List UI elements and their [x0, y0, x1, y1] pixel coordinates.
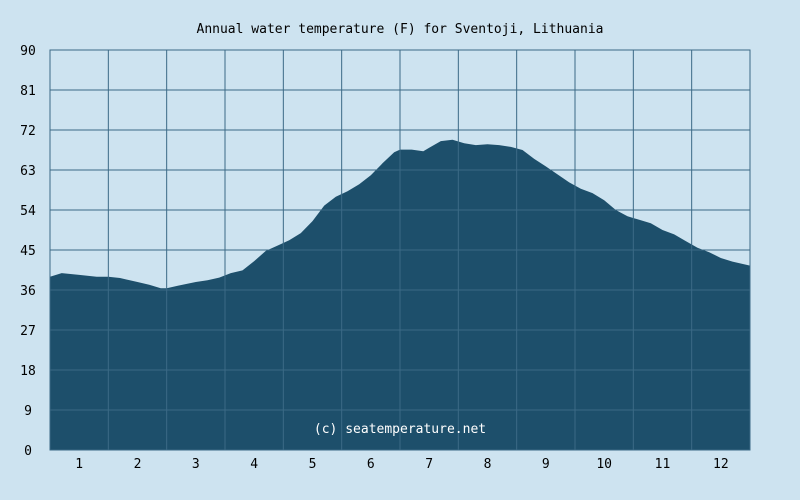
y-tick-label: 81	[20, 84, 36, 99]
x-tick-label: 4	[250, 457, 258, 472]
x-tick-label: 2	[134, 457, 142, 472]
x-tick-label: 9	[542, 457, 550, 472]
y-tick-label: 36	[20, 284, 36, 299]
x-tick-label: 11	[655, 457, 671, 472]
x-tick-label: 8	[484, 457, 492, 472]
x-tick-label: 7	[425, 457, 433, 472]
x-tick-label: 6	[367, 457, 375, 472]
y-tick-label: 63	[20, 164, 36, 179]
x-tick-label: 5	[309, 457, 317, 472]
x-tick-label: 3	[192, 457, 200, 472]
plot-border	[49, 49, 751, 451]
x-tick-label: 10	[596, 457, 612, 472]
y-tick-label: 9	[24, 404, 32, 419]
y-tick-label: 45	[20, 244, 36, 259]
y-tick-label: 27	[20, 324, 36, 339]
y-tick-label: 54	[20, 204, 36, 219]
y-tick-label: 90	[20, 44, 36, 59]
y-tick-label: 0	[24, 444, 32, 459]
watermark-text: (c) seatemperature.net	[314, 422, 486, 437]
y-tick-label: 18	[20, 364, 36, 379]
chart-title: Annual water temperature (F) for Sventoj…	[197, 22, 604, 37]
x-tick-label: 1	[75, 457, 83, 472]
y-tick-label: 72	[20, 124, 36, 139]
x-tick-label: 12	[713, 457, 729, 472]
